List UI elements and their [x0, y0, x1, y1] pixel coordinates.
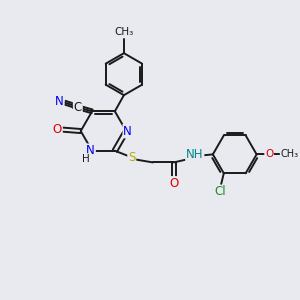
Text: CH₃: CH₃	[280, 149, 298, 159]
Text: O: O	[169, 177, 178, 190]
Text: O: O	[53, 123, 62, 136]
Text: H: H	[82, 154, 90, 164]
Text: N: N	[123, 124, 132, 137]
Text: NH: NH	[186, 148, 203, 161]
Text: C: C	[74, 101, 82, 114]
Text: N: N	[55, 94, 64, 108]
Text: S: S	[128, 151, 136, 164]
Text: Cl: Cl	[214, 185, 226, 199]
Text: CH₃: CH₃	[114, 27, 134, 37]
Text: N: N	[86, 144, 95, 157]
Text: O: O	[265, 149, 273, 159]
